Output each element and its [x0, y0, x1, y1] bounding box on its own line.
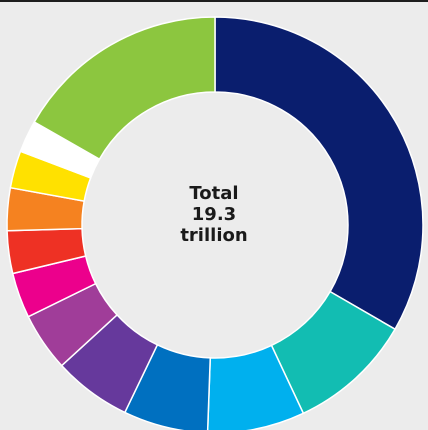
donut-slice-1 — [214, 16, 424, 331]
top-rule — [0, 0, 428, 2]
center-text-line-3: trillion — [180, 225, 248, 246]
donut-slice-3 — [206, 344, 305, 430]
donut-slices — [6, 16, 424, 430]
center-text-line-1: Total — [189, 183, 239, 204]
donut-slice-12 — [33, 16, 216, 161]
donut-center-label: Total 19.3 trillion — [154, 183, 274, 246]
center-text-line-2: 19.3 — [191, 204, 237, 225]
